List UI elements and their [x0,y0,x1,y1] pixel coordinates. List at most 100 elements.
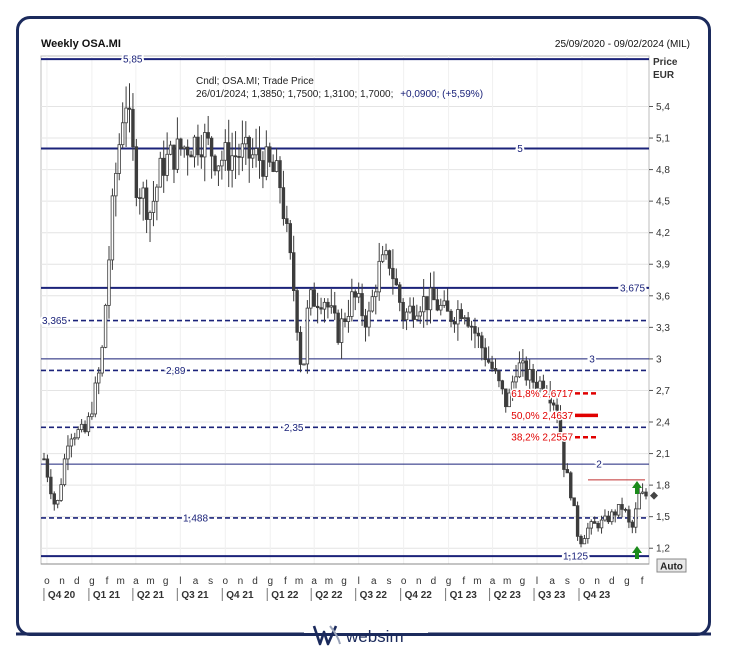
candle [182,145,186,158]
candle [551,399,556,418]
candle [192,134,197,168]
candle-body [90,413,94,418]
candle [55,499,60,509]
candle-body [545,392,549,395]
candle [223,129,227,171]
x-month-label: d [74,576,80,587]
candle [209,136,214,179]
candle-body [517,362,522,378]
candle-body [586,527,590,539]
candle-body [384,250,388,256]
candle [374,284,378,315]
candle-body [244,136,248,145]
candle-body [534,381,539,389]
x-quarter-label: Q2 23 [494,590,522,601]
x-month-label: n [59,576,65,587]
candle [401,298,405,329]
candle [274,148,279,173]
candle [517,351,522,379]
candle-body [227,142,231,171]
candle-body [49,476,53,495]
candle-body [175,138,180,170]
candle-body [452,321,457,325]
candle-body [456,309,460,325]
candle-body [469,325,474,328]
candle [138,188,142,215]
candle-body [281,187,286,220]
x-month-label: s [565,576,570,587]
x-month-label: m [503,576,511,587]
x-month-label: m [473,576,481,587]
fib-label: 61,8% 2,6717 [511,389,573,400]
candle [268,142,272,168]
candle [250,138,255,169]
candle-body [339,318,344,343]
candle [343,312,347,328]
candle [114,162,118,217]
candle-body [285,218,289,224]
candle-body [66,445,70,460]
last-price-marker-icon [650,491,658,500]
candle [507,388,511,408]
candle [435,288,440,312]
candle [240,120,245,172]
candle-body [103,304,108,348]
candle-body [124,107,128,124]
candle-body [73,437,77,440]
candle [589,519,593,535]
candle [271,154,275,173]
candle [456,300,460,341]
candle-body [278,160,282,189]
candle [227,119,231,188]
currency-axis-label: EUR [653,70,675,81]
candle-body [230,155,234,171]
candle-body [538,380,542,389]
candlestick-series [42,83,648,548]
candle-body [144,187,149,220]
auto-scale-button[interactable]: Auto [656,558,687,573]
candle [528,359,532,393]
candle-body [610,511,614,523]
ohlc-info: 26/01/2024; 1,3850; 1,7500; 1,3100; 1,70… [196,89,483,100]
candle-body [196,136,200,156]
chart-title: Weekly OSA.MI [41,38,121,50]
candle [459,303,463,321]
x-quarter-label: Q3 23 [538,590,566,601]
candle-body [353,291,357,298]
y-tick-label: 4,2 [656,228,670,239]
candle-body [162,157,166,176]
x-month-label: s [208,576,213,587]
candle-body [274,160,279,172]
candle [579,534,583,548]
candle [66,435,70,471]
candle [165,132,169,182]
candle-body [271,161,275,172]
candle-body [42,458,46,461]
x-month-label: n [416,576,422,587]
candle-body [524,360,528,381]
candle [52,491,56,511]
x-month-label: n [238,576,244,587]
candle [510,375,515,401]
candle-body [148,212,152,220]
y-tick-label: 3,9 [656,260,670,271]
level-label: 5 [517,144,523,155]
candle [367,301,371,337]
x-month-label: g [163,576,169,587]
candle-body [114,172,118,197]
candle [394,268,399,286]
candle-body [223,142,227,161]
candle [79,419,84,433]
candle-body [507,392,511,408]
candle [606,510,611,524]
candle [291,235,296,302]
candle [168,140,173,156]
candle-body [575,505,580,537]
candle [124,86,128,147]
candle-body [637,492,641,510]
candle-body [476,332,481,337]
candle-body [309,289,313,309]
candle [610,509,614,525]
candle [199,134,204,169]
candle [322,298,327,323]
